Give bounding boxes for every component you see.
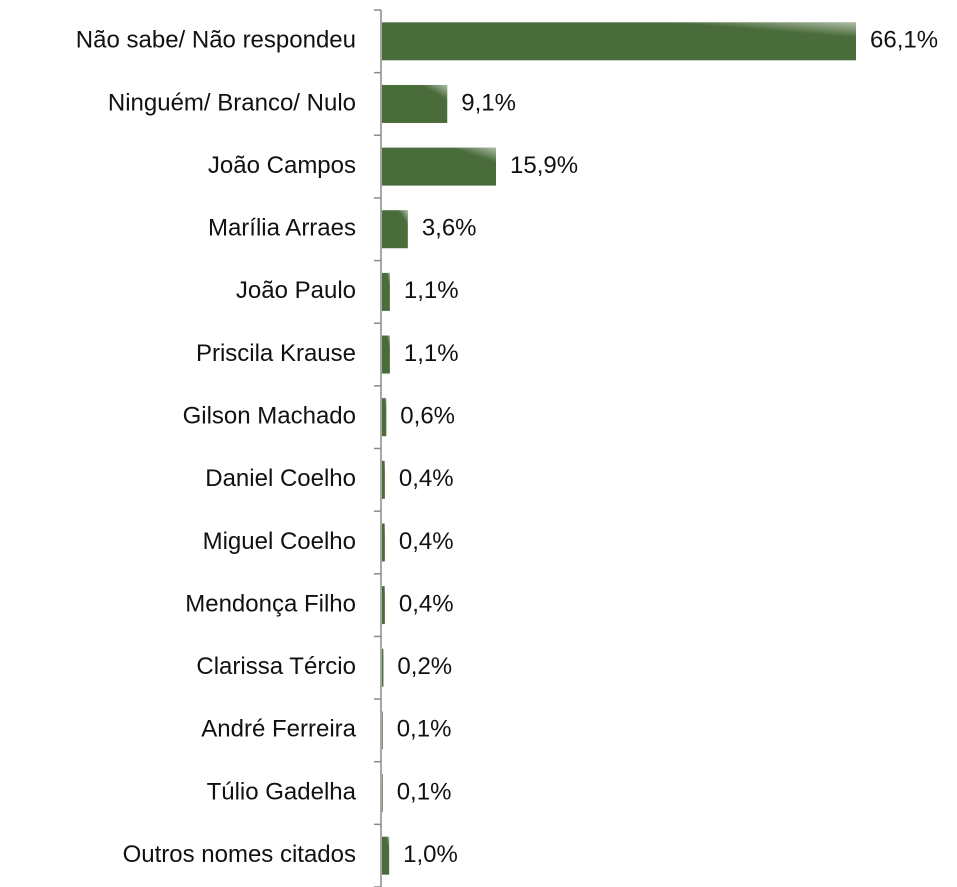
value-label: 0,6% [400, 403, 455, 430]
value-label: 0,1% [397, 778, 452, 805]
category-label: João Campos [208, 152, 356, 179]
bar [382, 460, 385, 499]
bar [382, 586, 385, 625]
value-label: 15,9% [510, 152, 578, 179]
category-label: Marília Arraes [208, 215, 356, 242]
category-label: André Ferreira [201, 716, 356, 743]
bar [382, 711, 383, 750]
bar [382, 210, 408, 249]
bar [382, 836, 390, 875]
bar [382, 398, 387, 437]
category-label: Daniel Coelho [205, 465, 356, 492]
value-label: 1,1% [404, 340, 459, 367]
category-label: Túlio Gadelha [207, 778, 357, 805]
category-label: Não sabe/ Não respondeu [76, 27, 356, 54]
bar [382, 147, 497, 186]
category-label: Outros nomes citados [123, 841, 356, 868]
value-label: 0,4% [399, 590, 454, 617]
value-label: 1,0% [403, 841, 458, 868]
bar [382, 84, 448, 123]
value-label: 9,1% [461, 89, 516, 116]
category-label: Ninguém/ Branco/ Nulo [108, 89, 356, 116]
value-label: 66,1% [870, 27, 938, 54]
bar [382, 774, 383, 813]
bar [382, 523, 385, 562]
bar [382, 22, 856, 61]
category-label: Mendonça Filho [185, 590, 356, 617]
bar [382, 335, 390, 374]
category-label: Clarissa Tércio [196, 653, 356, 680]
value-label: 0,4% [399, 528, 454, 555]
value-label: 1,1% [404, 277, 459, 304]
category-label: João Paulo [236, 277, 356, 304]
value-label: 0,4% [399, 465, 454, 492]
category-label: Gilson Machado [183, 403, 356, 430]
value-label: 0,1% [397, 716, 452, 743]
value-label: 3,6% [422, 215, 477, 242]
value-label: 0,2% [397, 653, 452, 680]
bar [382, 648, 384, 687]
bar [382, 272, 390, 311]
category-label: Miguel Coelho [203, 528, 356, 555]
category-label: Priscila Krause [196, 340, 356, 367]
